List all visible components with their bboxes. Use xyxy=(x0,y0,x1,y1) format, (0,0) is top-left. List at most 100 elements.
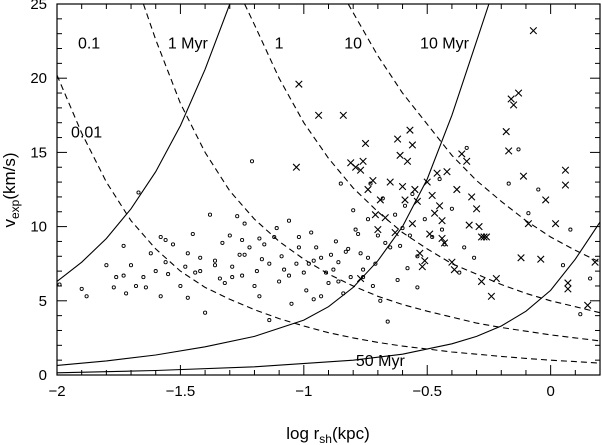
point-dot-7 xyxy=(124,291,129,296)
point-cross-64 xyxy=(561,181,570,189)
point-cross-7 xyxy=(359,157,367,165)
point-dot-118 xyxy=(257,236,262,241)
point-cross-30 xyxy=(426,230,434,238)
model-curves xyxy=(57,4,600,374)
point-cross-0 xyxy=(292,163,301,171)
x-tick-label-0: −2 xyxy=(48,383,65,400)
curve-dashed-3 xyxy=(347,4,600,263)
point-dot-19 xyxy=(178,283,183,289)
point-dot-5 xyxy=(121,243,126,248)
point-cross-70 xyxy=(408,219,417,228)
plot-frame xyxy=(56,3,601,376)
point-dot-64 xyxy=(346,246,351,251)
curve-label-0: 0.1 xyxy=(78,36,100,53)
point-dot-57 xyxy=(319,255,324,260)
point-cross-42 xyxy=(463,157,471,165)
point-cross-71 xyxy=(438,216,446,225)
point-cross-3 xyxy=(339,111,347,119)
point-dot-21 xyxy=(185,295,190,300)
point-dot-17 xyxy=(166,272,171,277)
point-cross-23 xyxy=(408,141,417,149)
point-dot-2 xyxy=(84,294,89,299)
point-dot-77 xyxy=(388,245,393,250)
point-dot-63 xyxy=(341,291,346,296)
x-axis-label: log rsh(kpc) xyxy=(286,424,370,445)
point-dot-4 xyxy=(114,275,119,280)
point-cross-56 xyxy=(514,89,523,97)
point-dot-47 xyxy=(282,267,287,272)
point-dot-15 xyxy=(158,294,163,299)
point-cross-16 xyxy=(391,228,399,237)
point-dot-100 xyxy=(588,276,593,281)
point-dot-31 xyxy=(230,264,235,269)
point-dot-28 xyxy=(217,276,222,281)
point-dot-69 xyxy=(365,217,371,222)
point-cross-63 xyxy=(561,166,570,174)
point-cross-57 xyxy=(519,172,528,180)
point-cross-34 xyxy=(435,202,444,210)
point-dot-125 xyxy=(198,269,203,274)
x-axis-label-main: log r xyxy=(286,424,319,443)
point-dot-74 xyxy=(378,298,383,303)
point-dot-45 xyxy=(277,279,282,284)
point-dot-103 xyxy=(286,273,292,278)
point-dot-72 xyxy=(373,261,378,266)
point-cross-36 xyxy=(440,239,449,247)
point-dot-33 xyxy=(240,237,245,243)
y-axis-label-unit: (km/s) xyxy=(0,152,19,199)
point-dot-124 xyxy=(242,221,247,226)
point-dot-73 xyxy=(375,233,380,238)
curve-solid-5 xyxy=(57,4,490,366)
point-dot-87 xyxy=(437,177,442,182)
point-cross-17 xyxy=(393,135,402,143)
point-cross-26 xyxy=(416,249,424,258)
point-dot-105 xyxy=(356,231,361,237)
point-cross-24 xyxy=(411,185,419,194)
point-cross-53 xyxy=(504,147,513,155)
point-cross-13 xyxy=(376,196,385,204)
point-dot-39 xyxy=(254,269,259,274)
point-dot-128 xyxy=(336,279,341,284)
point-dot-37 xyxy=(249,159,255,164)
point-dot-18 xyxy=(170,242,176,247)
x-axis-label-subscript: sh xyxy=(319,432,332,445)
point-dot-109 xyxy=(296,234,301,240)
point-cross-12 xyxy=(374,225,382,234)
point-dot-90 xyxy=(457,270,462,275)
point-cross-35 xyxy=(438,234,446,243)
y-tick-label-0: 0 xyxy=(39,367,47,384)
point-dot-25 xyxy=(203,310,208,315)
point-cross-65 xyxy=(564,279,572,287)
point-dot-34 xyxy=(240,273,245,278)
point-dot-52 xyxy=(301,270,306,275)
point-cross-52 xyxy=(502,127,510,136)
point-dot-48 xyxy=(286,218,292,223)
point-dot-86 xyxy=(430,234,435,240)
point-dot-35 xyxy=(242,252,247,257)
point-dot-16 xyxy=(163,260,168,265)
point-cross-1 xyxy=(295,80,303,88)
point-cross-67 xyxy=(583,301,592,309)
point-dot-70 xyxy=(368,181,373,186)
point-cross-6 xyxy=(356,166,365,174)
point-dot-26 xyxy=(207,212,213,217)
point-cross-27 xyxy=(418,262,426,271)
point-dot-108 xyxy=(274,226,279,231)
point-dot-83 xyxy=(410,191,415,197)
point-dot-104 xyxy=(311,297,316,302)
point-dot-12 xyxy=(148,251,153,256)
point-cross-38 xyxy=(448,258,456,266)
point-cross-39 xyxy=(450,265,459,274)
y-tick-label-5: 25 xyxy=(30,0,47,13)
point-dot-23 xyxy=(193,270,198,275)
point-dot-51 xyxy=(296,245,301,250)
point-cross-9 xyxy=(364,185,372,194)
point-dot-119 xyxy=(306,261,311,266)
curve-solid-6 xyxy=(57,221,600,374)
axis-ticks xyxy=(56,3,601,376)
point-dot-130 xyxy=(415,285,420,290)
point-cross-48 xyxy=(480,233,488,241)
point-dot-9 xyxy=(133,283,139,289)
point-dot-122 xyxy=(398,243,403,248)
